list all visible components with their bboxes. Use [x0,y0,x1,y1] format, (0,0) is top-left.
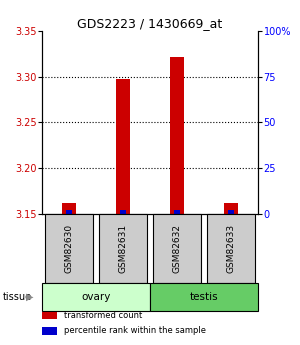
Bar [228,210,234,214]
Text: GSM82632: GSM82632 [172,224,182,273]
Bar [224,203,238,214]
Bar [150,283,258,310]
Text: ovary: ovary [81,292,111,302]
Text: ▶: ▶ [26,292,33,302]
Bar [174,210,180,214]
Bar [42,327,57,335]
Bar [153,214,201,283]
Bar [116,79,130,214]
Text: tissue: tissue [3,292,32,302]
Text: transformed count: transformed count [64,311,142,320]
Bar [207,214,255,283]
Bar [170,57,184,214]
Text: GSM82630: GSM82630 [64,224,74,273]
Text: percentile rank within the sample: percentile rank within the sample [64,326,206,335]
Text: testis: testis [190,292,218,302]
Bar [45,214,93,283]
Bar [42,283,150,310]
Text: GSM82633: GSM82633 [226,224,236,273]
Title: GDS2223 / 1430669_at: GDS2223 / 1430669_at [77,17,223,30]
Bar [66,210,72,214]
Text: GSM82631: GSM82631 [118,224,127,273]
Bar [99,214,147,283]
Bar [42,312,57,319]
Bar [120,210,126,214]
Bar [62,203,76,214]
